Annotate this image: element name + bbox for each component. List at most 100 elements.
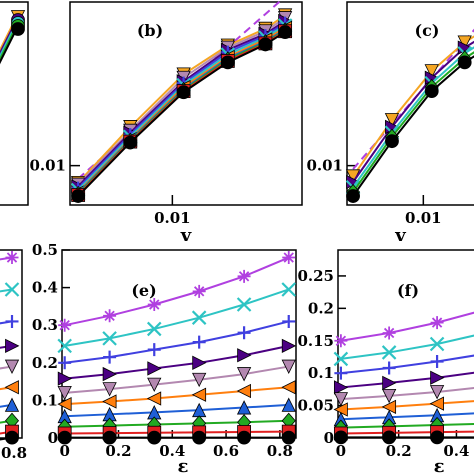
panel-f-data-point (382, 326, 396, 340)
panel-d-curve (0, 288, 13, 293)
panel-f-data-point (430, 370, 445, 385)
panel-frame-f (337, 249, 474, 439)
panel-f-data-point (333, 430, 348, 445)
panel-f-data-point (429, 396, 444, 411)
panel-a-marker (11, 22, 25, 36)
panel-d-marks (0, 251, 20, 445)
panel-e-data-point (282, 314, 296, 328)
panel-f-data-point (381, 345, 397, 360)
panel-e-data-point (237, 326, 251, 340)
panel-b-series-line (77, 29, 286, 195)
panel-e-data-point (281, 380, 296, 395)
panel-e-xtick-label: 0.8 (267, 442, 293, 460)
panel-b-series-line (77, 28, 286, 194)
panel-f-data-point (429, 385, 445, 400)
panel-f-data-point (430, 355, 444, 369)
panel-b-series-line (77, 27, 286, 193)
panel-e-data-point (57, 338, 72, 354)
panel-e-data-point (236, 367, 252, 382)
panel-f-data-point (381, 388, 397, 404)
panel-e-series-line (64, 419, 289, 428)
panel-e-series-line (64, 344, 289, 380)
panel-e-ytick-label: 0.3 (32, 316, 58, 334)
panel-d-marker (5, 251, 19, 265)
panel-a-marks (0, 10, 26, 65)
panel-e-xlabel: ε (178, 456, 189, 474)
panel-a-curve (0, 23, 17, 59)
panel-f-data-point (382, 375, 397, 391)
panel-e-data-point (236, 297, 252, 312)
panel-e-data-point (281, 282, 297, 297)
panel-b-data-point (71, 189, 86, 203)
panel-f-ytick-label: 0.2 (308, 299, 334, 317)
panel-e-ytick-label: 0.4 (32, 279, 58, 297)
panel-b-series-line (77, 30, 286, 196)
panel-f-data-point (382, 430, 397, 445)
panel-c-series-line (352, 51, 474, 193)
panel-e-data-point (237, 269, 251, 283)
panel-f-data-point (334, 366, 348, 380)
panel-f-label: (f) (397, 281, 419, 300)
panel-b-xtick-label: 0.01 (154, 209, 191, 227)
panel-e-data-point (281, 397, 296, 412)
panel-f-series-line (340, 412, 474, 421)
panel-e-data-point (146, 321, 162, 337)
panel-e-data-point (146, 391, 162, 406)
panel-c-data-point (424, 64, 439, 79)
panel-f-series-line (340, 334, 474, 360)
panel-b-ytick-label: 0.01 (29, 157, 66, 175)
panel-e-series-line (64, 288, 290, 347)
panel-e-series-line (64, 430, 289, 435)
panel-e-series-line (64, 403, 289, 418)
panel-e-data-point (102, 366, 118, 382)
panel-e-data-point (281, 338, 297, 354)
panel-f-data-point (333, 392, 349, 407)
panel-f-data-point (382, 361, 396, 375)
panel-d-marker (4, 397, 20, 412)
panel-e-series-line (64, 386, 289, 406)
panel-c-data-point (385, 134, 399, 149)
panel-frame-c (346, 1, 474, 206)
panel-f-ytick-label: 0.05 (297, 397, 334, 415)
panel-f-xtick-label: 0.4 (443, 442, 469, 460)
panel-e-data-point (147, 298, 161, 312)
panel-d-marker (5, 338, 20, 354)
panel-c-xtick-label: 0.01 (405, 209, 442, 227)
panel-d-curve (0, 403, 13, 408)
panel-b-plot (70, 0, 293, 205)
panel-e-data-point (236, 400, 252, 415)
panel-c-data-point (346, 189, 360, 203)
panel-frame-d (0, 249, 23, 439)
panel-c-xlabel: v (394, 225, 406, 246)
panel-f-series-line (340, 386, 474, 401)
panel-f-xtick-label: 0.2 (386, 442, 412, 460)
panel-e-data-point (58, 356, 72, 370)
panel-e-data-point (147, 430, 162, 445)
panel-a-curve (0, 26, 17, 62)
panel-e-data-point (281, 430, 296, 445)
panel-c-series-line (352, 35, 474, 177)
panel-e-data-point (147, 377, 162, 393)
panel-e-data-point (102, 430, 117, 445)
panel-f-ytick-label: 0 (324, 429, 334, 447)
panel-e-data-point (57, 385, 72, 401)
panel-e-ytick-label: 0 (48, 429, 58, 447)
panel-b-data-point (176, 85, 191, 100)
panel-e-xtick-label: 0.4 (159, 442, 185, 460)
panel-f-data-point (429, 336, 445, 352)
panel-f-ytick-label: 0.15 (297, 332, 334, 350)
panel-e-data-point (102, 331, 117, 346)
panel-d-marker (4, 282, 20, 297)
panel-e-data-point (57, 371, 73, 386)
panel-frame-e (61, 249, 297, 439)
panel-c-series-line (352, 55, 474, 197)
panel-f-xlabel: ε (434, 456, 445, 474)
panel-e-data-point (191, 387, 207, 402)
panel-e-series-line (64, 256, 290, 327)
panel-e-data-point (237, 348, 252, 363)
panel-e-data-point (147, 343, 161, 357)
panel-f-ytick-label: 0.25 (297, 267, 334, 285)
panel-e-ytick-label: 0.1 (32, 391, 58, 409)
panel-b-data-point (220, 55, 235, 70)
